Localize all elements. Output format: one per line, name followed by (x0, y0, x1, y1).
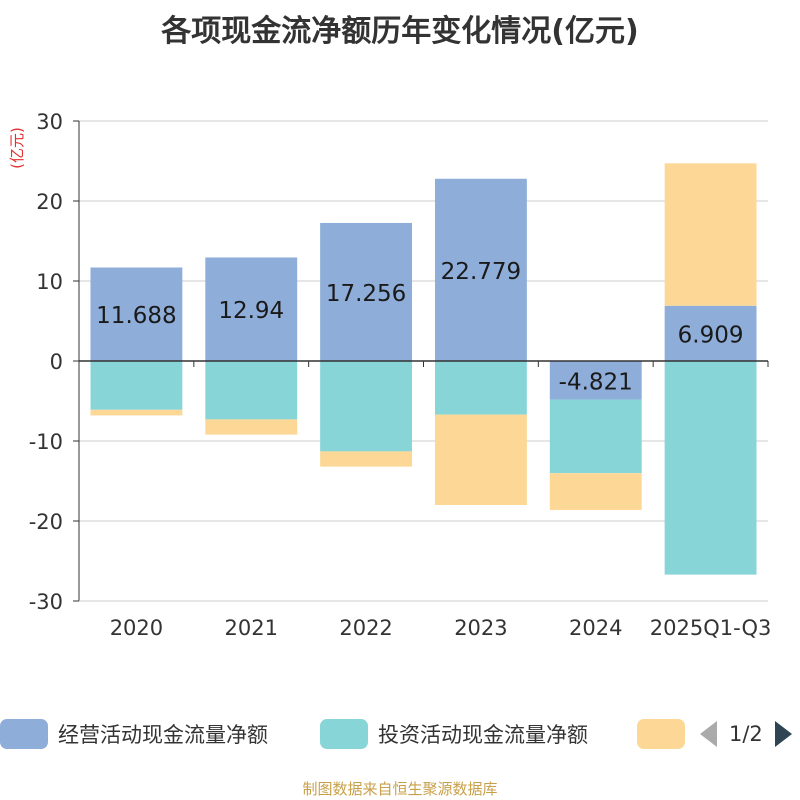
data-label: 22.779 (441, 259, 521, 285)
y-tick-label: 10 (36, 270, 63, 294)
data-label: 12.94 (218, 298, 284, 324)
bar-financing (205, 419, 298, 435)
y-tick-label: 0 (50, 350, 63, 374)
legend-item-operating[interactable]: 经营活动现金流量净额 (0, 714, 268, 754)
x-tick-label: 2023 (454, 616, 507, 640)
bar-operating (664, 305, 757, 361)
legend-page-indicator: 1/2 (729, 722, 763, 746)
bar-operating (434, 178, 527, 361)
legend-label-investing: 投资活动现金流量净额 (378, 723, 588, 747)
bar-operating (90, 267, 183, 361)
x-tick-label: 2025Q1-Q3 (650, 616, 772, 640)
bar-financing (434, 414, 527, 505)
legend-swatch-operating (0, 719, 48, 749)
bar-investing (549, 399, 642, 474)
data-label: 6.909 (678, 322, 744, 348)
legend: 经营活动现金流量净额 投资活动现金流量净额 1/2 (0, 714, 800, 754)
y-axis-label: (亿元) (8, 127, 26, 169)
source-note: 制图数据来自恒生聚源数据库 (302, 780, 498, 798)
bar-investing (664, 361, 757, 575)
data-label: -4.821 (559, 369, 633, 395)
bar-investing (320, 361, 413, 452)
bar-investing (205, 361, 298, 420)
legend-prev-icon[interactable] (700, 721, 717, 747)
bar-financing (549, 473, 642, 510)
data-label: 17.256 (326, 281, 406, 307)
bar-financing (664, 163, 757, 306)
bar-operating (205, 257, 298, 361)
legend-next-icon[interactable] (774, 721, 792, 747)
bar-financing (320, 451, 413, 467)
bar-operating (320, 222, 413, 361)
legend-item-investing[interactable]: 投资活动现金流量净额 (320, 714, 588, 754)
x-tick-label: 2022 (339, 616, 392, 640)
chart-title: 各项现金流净额历年变化情况(亿元) (161, 14, 639, 49)
y-tick-label: -20 (29, 510, 63, 534)
bar-investing (90, 361, 183, 410)
bar-financing (90, 409, 183, 416)
y-tick-label: 30 (36, 110, 63, 134)
x-tick-label: 2021 (225, 616, 278, 640)
y-tick-label: -10 (29, 430, 63, 454)
bar-investing (434, 361, 527, 415)
x-tick-label: 2024 (569, 616, 622, 640)
y-tick-label: -30 (29, 590, 63, 614)
legend-item-financing[interactable] (637, 714, 685, 754)
y-tick-label: 20 (36, 190, 63, 214)
data-label: 11.688 (96, 303, 176, 329)
x-tick-label: 2020 (110, 616, 163, 640)
legend-pager: 1/2 (700, 714, 792, 754)
legend-swatch-financing (637, 719, 685, 749)
chart-area: -30 -20 -10 0 10 20 30 (亿元) 11.688 12.94 17.256 22.… (8, 110, 772, 640)
legend-swatch-investing (320, 719, 368, 749)
legend-label-operating: 经营活动现金流量净额 (58, 723, 268, 747)
bar-operating (549, 361, 642, 400)
